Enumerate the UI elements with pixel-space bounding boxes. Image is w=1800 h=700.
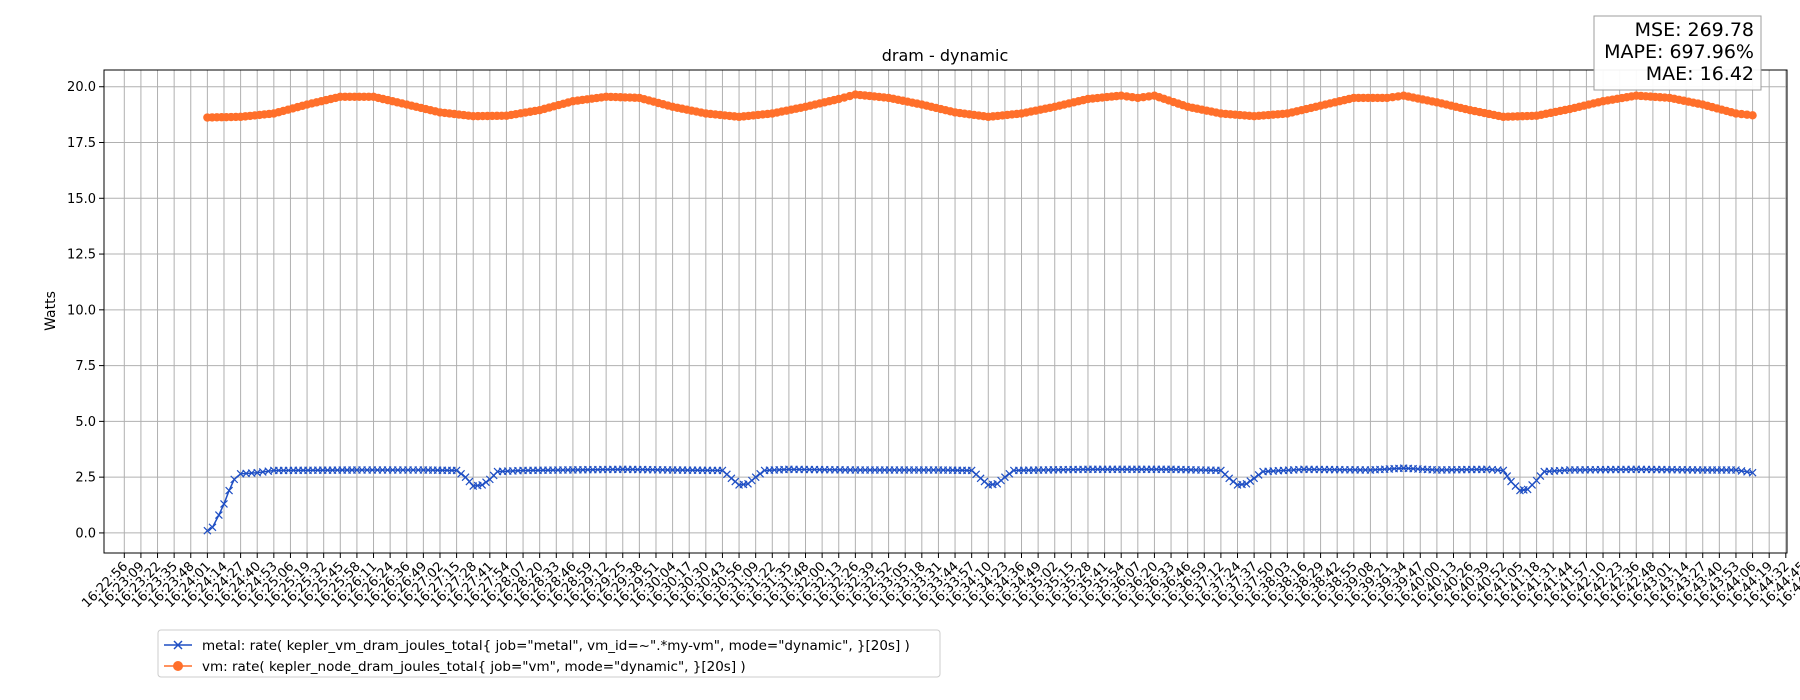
data-point (1246, 477, 1255, 485)
series-layer (203, 90, 1757, 535)
data-point (203, 526, 212, 535)
data-point (1748, 468, 1757, 477)
x-axis: 16:22:5616:23:0916:23:2216:23:3516:23:48… (79, 553, 1800, 611)
legend-frame (157, 629, 941, 678)
y-axis-label: Watts (43, 291, 59, 331)
data-point (1499, 466, 1508, 475)
y-tick-label: 17.5 (67, 136, 96, 151)
data-point (225, 486, 234, 495)
data-point (1254, 470, 1263, 479)
series-markers-vm (203, 90, 1757, 122)
plot-frame (103, 69, 1788, 554)
data-point (756, 469, 765, 478)
data-point (1250, 474, 1259, 483)
chart-title: dram - dynamic (882, 46, 1008, 65)
y-tick-label: 2.5 (75, 471, 96, 486)
data-point (1748, 111, 1757, 120)
data-point (1242, 479, 1251, 488)
mse-text: MSE: 269.78 (1635, 19, 1754, 41)
data-point (1005, 469, 1014, 478)
circle-marker-icon (173, 661, 183, 671)
grid-layer (104, 70, 1787, 553)
legend: metal: rate( kepler_vm_dram_joules_total… (157, 629, 941, 678)
data-point (1503, 472, 1512, 480)
mae-text: MAE: 16.42 (1646, 63, 1754, 85)
y-tick-label: 0.0 (75, 526, 96, 541)
y-tick-label: 10.0 (67, 303, 96, 318)
y-axis: 0.0 2.5 5.0 7.5 10.0 12.5 15.0 17.5 20.0 (67, 80, 104, 541)
legend-item-metal: metal: rate( kepler_vm_dram_joules_total… (164, 638, 910, 654)
x-marker-icon (173, 640, 183, 650)
data-point (208, 523, 217, 532)
legend-label-metal: metal: rate( kepler_vm_dram_joules_total… (202, 638, 910, 654)
y-tick-label: 20.0 (67, 80, 96, 95)
y-tick-label: 15.0 (67, 192, 96, 207)
data-point (214, 511, 223, 519)
y-tick-label: 5.0 (75, 415, 96, 430)
data-point (478, 481, 487, 489)
mape-text: MAPE: 697.96% (1604, 41, 1754, 63)
metrics-box: MSE: 269.78 MAPE: 697.96% MAE: 16.42 (1593, 15, 1762, 91)
data-point (452, 466, 461, 475)
data-point (457, 469, 465, 478)
y-tick-label: 12.5 (67, 248, 96, 263)
data-point (1000, 473, 1009, 482)
y-tick-label: 7.5 (75, 359, 96, 374)
series-markers-metal (203, 464, 1757, 535)
legend-item-vm: vm: rate( kepler_node_dram_joules_total{… (164, 659, 746, 675)
data-point (751, 473, 760, 482)
data-point (482, 478, 490, 487)
data-point (220, 499, 228, 508)
data-point (230, 475, 239, 484)
legend-label-vm: vm: rate( kepler_node_dram_joules_total{… (202, 659, 746, 675)
